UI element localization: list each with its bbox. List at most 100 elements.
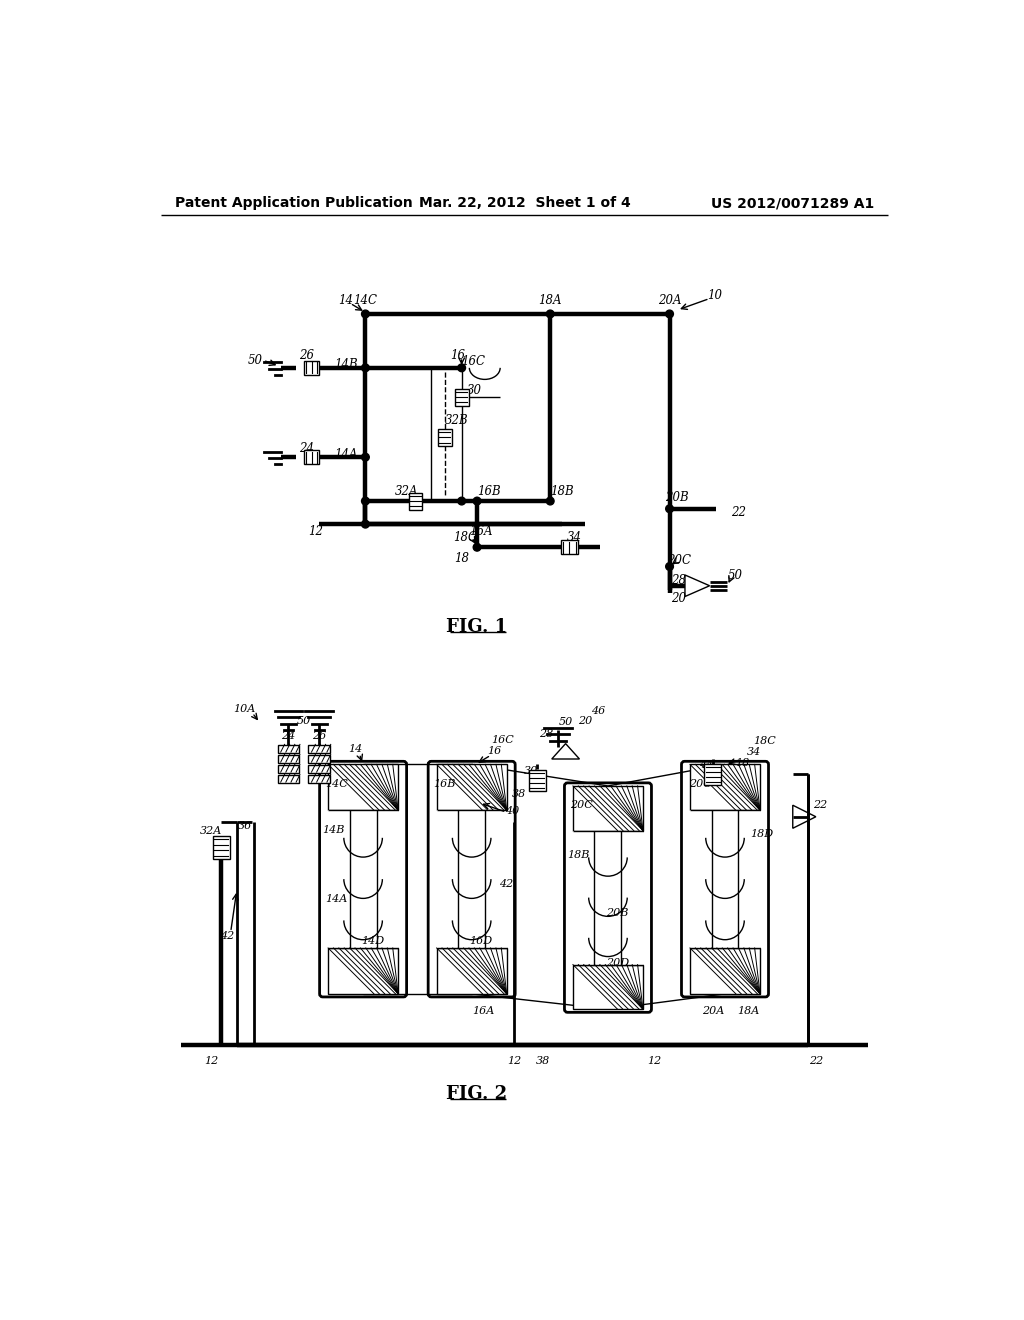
Text: 14A: 14A xyxy=(335,449,358,462)
Text: 24: 24 xyxy=(299,442,313,455)
Text: 38: 38 xyxy=(512,788,525,799)
Bar xyxy=(572,965,643,1010)
Text: 12: 12 xyxy=(308,524,323,537)
Bar xyxy=(528,770,546,792)
Text: 14: 14 xyxy=(339,294,353,308)
Circle shape xyxy=(458,498,466,506)
Bar xyxy=(572,785,643,830)
Text: 12: 12 xyxy=(204,1056,218,1065)
Text: 50: 50 xyxy=(558,717,572,727)
Circle shape xyxy=(666,504,674,512)
Circle shape xyxy=(361,310,370,318)
Bar xyxy=(561,540,578,554)
FancyBboxPatch shape xyxy=(682,762,768,997)
Bar xyxy=(438,429,452,446)
Text: 14C: 14C xyxy=(353,294,378,308)
Text: 14: 14 xyxy=(348,744,362,754)
Text: 22: 22 xyxy=(813,800,826,810)
Text: 18: 18 xyxy=(735,758,750,768)
Text: 12: 12 xyxy=(647,1056,662,1065)
Text: Patent Application Publication: Patent Application Publication xyxy=(175,197,413,210)
Bar xyxy=(328,764,398,810)
Bar xyxy=(304,360,319,375)
Text: 34: 34 xyxy=(566,531,582,544)
Text: 14B: 14B xyxy=(335,358,358,371)
Circle shape xyxy=(361,498,370,506)
Text: 30: 30 xyxy=(467,384,482,397)
Text: 22: 22 xyxy=(731,506,746,519)
Text: 42: 42 xyxy=(220,931,234,941)
Text: 40: 40 xyxy=(505,805,519,816)
Text: 22: 22 xyxy=(809,1056,823,1065)
Text: 10: 10 xyxy=(707,289,722,302)
Text: 20: 20 xyxy=(672,593,686,606)
Text: 14A: 14A xyxy=(325,894,347,904)
Bar xyxy=(436,948,507,994)
Text: 26: 26 xyxy=(312,731,327,741)
Text: 16B: 16B xyxy=(433,779,456,788)
Text: FIG. 1: FIG. 1 xyxy=(446,618,508,635)
Bar xyxy=(278,775,299,783)
Text: 10A: 10A xyxy=(233,704,256,714)
Text: 18A: 18A xyxy=(737,1006,759,1016)
Bar xyxy=(705,763,721,785)
Bar xyxy=(304,450,319,465)
Text: 50: 50 xyxy=(297,715,311,726)
Bar xyxy=(278,744,299,752)
Circle shape xyxy=(361,453,370,461)
Text: 20B: 20B xyxy=(606,908,629,917)
Bar xyxy=(278,766,299,774)
Text: 30: 30 xyxy=(524,766,538,776)
Circle shape xyxy=(666,562,674,570)
Bar xyxy=(572,830,643,965)
FancyBboxPatch shape xyxy=(319,762,407,997)
Bar xyxy=(308,744,330,752)
Circle shape xyxy=(473,498,481,506)
FancyBboxPatch shape xyxy=(564,783,651,1012)
Text: 16: 16 xyxy=(451,348,465,362)
Text: 12: 12 xyxy=(507,1056,521,1065)
Text: 24: 24 xyxy=(282,731,296,741)
Text: 44: 44 xyxy=(699,760,714,770)
Bar xyxy=(308,775,330,783)
Text: 16A: 16A xyxy=(469,524,493,537)
Text: 18C: 18C xyxy=(453,531,477,544)
Text: 20A: 20A xyxy=(657,294,681,308)
Bar xyxy=(690,810,760,948)
Text: 18A: 18A xyxy=(539,294,562,308)
Bar xyxy=(436,810,507,948)
Bar xyxy=(328,948,398,994)
Text: FIG. 2: FIG. 2 xyxy=(446,1085,508,1104)
Text: 18D: 18D xyxy=(751,829,773,838)
Bar xyxy=(278,755,299,763)
Text: 20C: 20C xyxy=(569,800,593,810)
Text: 20: 20 xyxy=(578,715,592,726)
Text: 46: 46 xyxy=(591,706,605,717)
Text: 32A: 32A xyxy=(394,484,418,498)
Circle shape xyxy=(458,364,466,372)
Text: 32B: 32B xyxy=(445,413,469,426)
Text: 36: 36 xyxy=(238,821,252,832)
Text: 26: 26 xyxy=(299,348,313,362)
Text: 14D: 14D xyxy=(360,936,384,946)
Bar xyxy=(328,810,398,948)
Text: 18B: 18B xyxy=(567,850,590,861)
Text: 16A: 16A xyxy=(472,1006,495,1016)
Text: 16B: 16B xyxy=(477,484,501,498)
Text: 50: 50 xyxy=(727,569,742,582)
Text: 18: 18 xyxy=(455,552,469,565)
Text: 14C: 14C xyxy=(325,779,347,788)
Text: 20C: 20C xyxy=(667,554,691,566)
Text: 20D: 20D xyxy=(605,958,629,968)
Text: Mar. 22, 2012  Sheet 1 of 4: Mar. 22, 2012 Sheet 1 of 4 xyxy=(419,197,631,210)
Circle shape xyxy=(666,310,674,318)
Text: 16C: 16C xyxy=(461,355,485,368)
Bar xyxy=(308,755,330,763)
Text: 28: 28 xyxy=(672,574,686,587)
Bar xyxy=(455,388,469,405)
Bar xyxy=(308,766,330,774)
Text: 20B: 20B xyxy=(666,491,689,504)
Text: 28: 28 xyxy=(540,730,554,739)
Bar xyxy=(690,764,760,810)
Circle shape xyxy=(473,544,481,552)
